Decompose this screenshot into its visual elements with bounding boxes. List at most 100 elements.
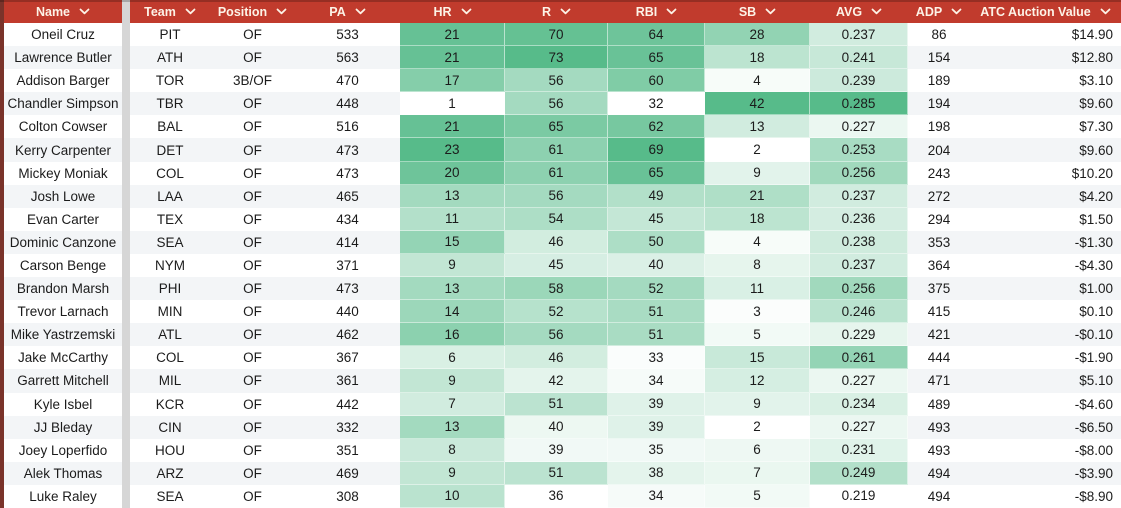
cell-adp[interactable]: 471 [908, 369, 970, 393]
cell-hr[interactable]: 20 [400, 161, 505, 185]
cell-team[interactable]: ATL [130, 323, 210, 347]
cell-r[interactable]: 58 [505, 277, 608, 301]
cell-adp[interactable]: 493 [927, 442, 951, 458]
cell-value[interactable]: $1.50 [1079, 211, 1113, 227]
cell-sb[interactable]: 42 [705, 92, 810, 116]
cell-adp[interactable]: 444 [927, 350, 951, 366]
cell-r[interactable]: 39 [505, 438, 608, 462]
cell-hr[interactable]: 13 [400, 415, 505, 439]
cell-position[interactable]: OF [243, 488, 262, 504]
cell-value[interactable]: $14.90 [1071, 27, 1113, 43]
cell-name[interactable]: Addison Barger [16, 73, 110, 89]
cell-sb[interactable]: 2 [705, 138, 810, 162]
column-header-sb[interactable]: SB [705, 0, 810, 23]
cell-name[interactable]: Kerry Carpenter [4, 138, 122, 162]
cell-sb[interactable]: 3 [705, 300, 810, 324]
cell-r[interactable]: 70 [505, 23, 608, 47]
cell-rbi[interactable]: 51 [608, 300, 705, 324]
chevron-down-icon[interactable] [765, 8, 776, 15]
cell-sb[interactable]: 5 [705, 484, 810, 508]
cell-team[interactable]: DET [130, 138, 210, 162]
cell-adp[interactable]: 421 [908, 323, 970, 347]
cell-value[interactable]: $4.20 [970, 184, 1121, 208]
cell-sb[interactable]: 15 [705, 346, 810, 370]
cell-r[interactable]: 56 [505, 323, 608, 347]
cell-position[interactable]: OF [210, 230, 295, 254]
cell-name[interactable]: Mike Yastrzemski [4, 323, 122, 347]
cell-name[interactable]: Alek Thomas [4, 461, 122, 485]
cell-avg[interactable]: 0.227 [810, 115, 908, 139]
cell-hr[interactable]: 10 [400, 484, 505, 508]
cell-hr[interactable]: 17 [400, 69, 505, 93]
cell-avg[interactable]: 0.239 [810, 69, 908, 93]
cell-adp[interactable]: 154 [908, 46, 970, 70]
cell-name[interactable]: Colton Cowser [18, 119, 108, 135]
cell-hr[interactable]: 21 [400, 46, 505, 70]
cell-adp[interactable]: 243 [927, 165, 951, 181]
cell-adp[interactable]: 494 [927, 488, 951, 504]
cell-name[interactable]: Carson Benge [19, 257, 107, 273]
cell-pa[interactable]: 442 [336, 396, 359, 412]
cell-value[interactable]: -$4.60 [1074, 396, 1113, 412]
cell-adp[interactable]: 364 [927, 257, 951, 273]
cell-hr[interactable]: 1 [400, 92, 505, 116]
cell-hr[interactable]: 14 [400, 300, 505, 324]
cell-avg[interactable]: 0.256 [810, 277, 908, 301]
cell-rbi[interactable]: 62 [608, 115, 705, 139]
cell-hr[interactable]: 15 [400, 230, 505, 254]
cell-r[interactable]: 56 [505, 69, 608, 93]
cell-value[interactable]: -$8.00 [1074, 442, 1113, 458]
cell-team[interactable]: PHI [130, 277, 210, 301]
cell-team[interactable]: NYM [155, 257, 185, 273]
cell-team[interactable]: ATH [130, 46, 210, 70]
cell-position[interactable]: OF [210, 184, 295, 208]
cell-position[interactable]: OF [210, 461, 295, 485]
cell-rbi[interactable]: 65 [608, 161, 705, 185]
cell-value[interactable]: $3.10 [1079, 73, 1113, 89]
cell-hr[interactable]: 7 [400, 392, 505, 416]
cell-sb[interactable]: 2 [705, 415, 810, 439]
cell-adp[interactable]: 415 [927, 304, 951, 320]
cell-sb[interactable]: 4 [705, 230, 810, 254]
cell-name[interactable]: Evan Carter [26, 211, 100, 227]
cell-avg[interactable]: 0.285 [810, 92, 908, 116]
cell-pa[interactable]: 351 [336, 442, 359, 458]
cell-hr[interactable]: 13 [400, 184, 505, 208]
cell-name[interactable]: Trevor Larnach [17, 304, 109, 320]
cell-avg[interactable]: 0.231 [810, 438, 908, 462]
cell-team[interactable]: LAA [130, 184, 210, 208]
cell-avg[interactable]: 0.249 [810, 461, 908, 485]
cell-pa[interactable]: 469 [295, 461, 400, 485]
cell-position[interactable]: OF [210, 46, 295, 70]
cell-pa[interactable]: 361 [295, 369, 400, 393]
cell-position[interactable]: OF [210, 92, 295, 116]
cell-team[interactable]: COL [156, 350, 184, 366]
cell-position[interactable]: OF [210, 369, 295, 393]
cell-name[interactable]: Dominic Canzone [4, 230, 122, 254]
cell-position[interactable]: OF [243, 211, 262, 227]
cell-pa[interactable]: 440 [336, 304, 359, 320]
cell-adp[interactable]: 86 [931, 27, 947, 43]
cell-hr[interactable]: 9 [400, 461, 505, 485]
cell-hr[interactable]: 23 [400, 138, 505, 162]
cell-hr[interactable]: 21 [400, 115, 505, 139]
cell-value[interactable]: -$1.90 [1074, 350, 1113, 366]
cell-pa[interactable]: 473 [295, 138, 400, 162]
column-header-r[interactable]: R [505, 0, 608, 23]
cell-value[interactable]: $9.60 [970, 92, 1121, 116]
cell-team[interactable]: COL [156, 165, 184, 181]
cell-sb[interactable]: 4 [705, 69, 810, 93]
cell-team[interactable]: PIT [159, 27, 181, 43]
cell-hr[interactable]: 9 [400, 253, 505, 278]
chevron-down-icon[interactable] [871, 8, 882, 15]
cell-value[interactable]: -$3.90 [970, 461, 1121, 485]
column-header-team[interactable]: Team [130, 0, 210, 23]
cell-team[interactable]: KCR [155, 396, 185, 412]
cell-pa[interactable]: 533 [336, 27, 359, 43]
cell-r[interactable]: 56 [505, 92, 608, 116]
cell-sb[interactable]: 18 [705, 207, 810, 231]
cell-name[interactable]: Oneil Cruz [31, 27, 95, 43]
cell-adp[interactable]: 204 [908, 138, 970, 162]
cell-r[interactable]: 40 [505, 415, 608, 439]
cell-r[interactable]: 65 [505, 115, 608, 139]
